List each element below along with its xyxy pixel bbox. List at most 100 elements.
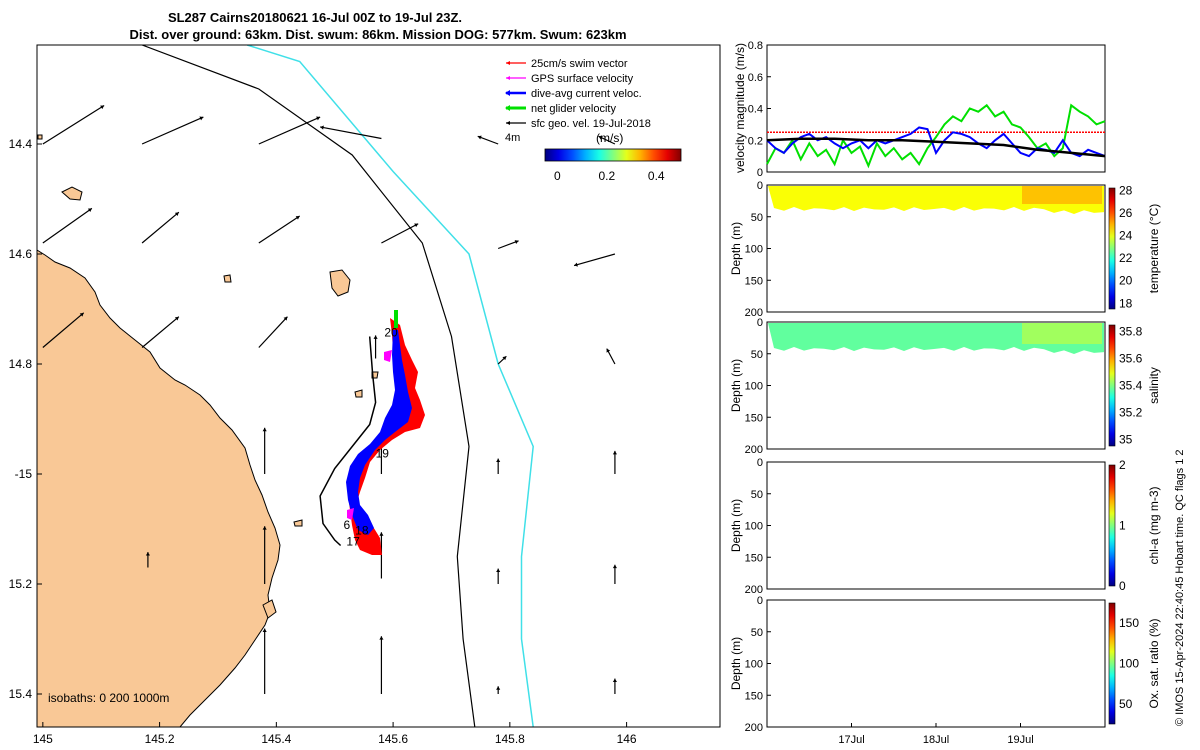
oxygen-panel-cbar-label: Ox. sat. ratio (%) [1147,618,1161,708]
geo-vector-head-1 [199,116,204,121]
salinity-panel-band [768,323,1104,354]
temperature-panel-cbar-label: temperature (°C) [1147,204,1161,294]
temperature-panel-group: 0 50 100 150 200 Depth (m) 18 20 22 24 26 28 tempera… [729,180,1161,319]
map-xtick-label-4: 145.8 [495,732,525,746]
geo-vector-1 [141,116,204,145]
temperature-panel-colorbar [1108,187,1116,310]
velocity-series-1 [766,103,1106,169]
geo-vector-head-23 [262,526,267,530]
salinity-panel-colorbar [1108,324,1116,447]
temperature-panel-ytick-label-1: 50 [751,212,763,224]
geo-vector-head-20 [496,458,501,463]
salinity-panel-ylabel: Depth (m) [729,359,743,412]
chla-panel-ytick-label-3: 150 [745,552,763,564]
map-ytick-label-3: -15 [15,467,33,481]
map-xtick-label-3: 145.6 [378,732,408,746]
map-xtick-label-2: 145.4 [261,732,291,746]
island-1 [61,186,83,201]
geo-vector-9 [381,223,419,244]
geo-vector-head-22 [145,552,150,556]
oxygen-panel-ytick-label-3: 150 [745,690,763,702]
track-label-1: 19 [376,447,390,461]
geo-vector-head-0 [100,105,105,110]
geo-vector-head-6 [87,208,92,213]
chla-panel-ytick-label-1: 50 [751,489,763,501]
temperature-panel-cbar-tick-3: 24 [1119,228,1133,242]
oxygen-panel-cbar-tick-1: 100 [1119,657,1139,671]
oxygen-panel-xtick-label-0: 17Jul [838,734,864,746]
oxygen-panel-cbar-tick-0: 50 [1119,697,1133,711]
map-colorbar-ticks: 0 0.2 0.4 [554,169,665,183]
geo-vector-head-3 [320,125,324,130]
map-cbar-tick-0: 0 [554,169,561,183]
temperature-panel-band-tint [1022,186,1102,204]
salinity-panel-cbar-tick-4: 35.8 [1119,325,1143,339]
map-cbar-tick-1: 0.2 [598,169,615,183]
geo-vector-head-24 [379,532,384,536]
map-ytick-label-5: 15.4 [9,687,33,701]
geo-vector-6 [42,207,93,244]
salinity-panel-ytick-label-2: 100 [745,381,763,393]
map-cbar-tick-2: 0.4 [648,169,665,183]
chla-panel-group: 0 50 100 150 200 Depth (m) 0 1 2 chl-a (mg m-3) [729,457,1161,596]
map-ytick-label-2: 14.8 [9,357,33,371]
mainland-coast [37,249,281,727]
chla-panel-cbar-label: chl-a (mg m-3) [1147,486,1161,564]
salinity-panel-cbar-tick-3: 35.6 [1119,352,1143,366]
salinity-panel-ytick-label-0: 0 [757,317,763,329]
chla-panel-ytick-label-2: 100 [745,521,763,533]
map-x-ticks: 145 145.2 145.4 145.6 145.8 146 [33,722,637,746]
temperature-panel-cbar-tick-5: 28 [1119,183,1133,197]
geo-vector-7 [141,211,180,244]
island-6 [354,389,363,398]
temperature-panel-cbar-tick-0: 18 [1119,296,1133,310]
geo-vector-head-5 [598,135,603,140]
island-3 [223,274,232,283]
geo-vector-head-8 [295,216,300,220]
salinity-panel-group: 0 50 100 150 200 Depth (m) 35 35.2 35.4 35.6 35.8 s… [729,317,1161,456]
oxygen-panel-ylabel: Depth (m) [729,637,743,690]
geo-vector-head-12 [79,312,84,317]
geo-vector-13 [141,316,180,348]
island-4 [293,519,303,527]
legend-dive-label: dive-avg current veloc. [531,88,642,100]
geo-vector-head-18 [262,427,267,432]
track-label-4: 17 [346,535,360,549]
geo-vector-head-13 [174,316,179,321]
chla-panel-ylabel: Depth (m) [729,499,743,552]
oxygen-panel-ytick-label-2: 100 [745,659,763,671]
map-xtick-label-0: 145 [33,732,53,746]
chla-panel-cbar-tick-0: 0 [1119,579,1126,593]
vel-ytick-label-1: 0.2 [748,135,763,147]
geo-vector-head-9 [414,223,419,228]
geo-vector-head-2 [316,116,321,121]
temperature-panel-ytick-label-2: 100 [745,244,763,256]
chla-panel-colorbar [1108,464,1116,587]
chla-panel-frame [766,461,1106,590]
vel-ytick-label-2: 0.4 [748,104,763,116]
temperature-panel-cbar-tick-1: 20 [1119,274,1133,288]
geo-vector-head-29 [496,686,501,690]
geo-vector-0 [42,104,105,145]
oxygen-panel-xtick-label-2: 19Jul [1007,734,1033,746]
geo-vector-head-14 [283,316,288,321]
temperature-panel-cbar-tick-2: 22 [1119,251,1133,265]
legend-geo-label: sfc geo. vel. 19-Jul-2018 [531,118,651,130]
temperature-panel-ytick-label-4: 200 [745,307,763,319]
geo-vector-head-30 [612,678,617,683]
geo-vector-head-25 [496,568,501,573]
geo-vector-head-4 [477,135,482,140]
island-8 [37,134,43,140]
legend-geo-arrow [506,121,510,125]
map-ytick-label-4: 15.2 [9,577,33,591]
geo-vector-8 [258,215,301,244]
geo-vector-head-28 [379,636,384,640]
title-line-2: Dist. over ground: 63km. Dist. swum: 86k… [129,27,626,42]
map-colorbar-label: (m/s) [596,131,623,145]
salinity-panel-cbar-label: salinity [1147,367,1161,404]
geo-vector-12 [42,312,85,348]
